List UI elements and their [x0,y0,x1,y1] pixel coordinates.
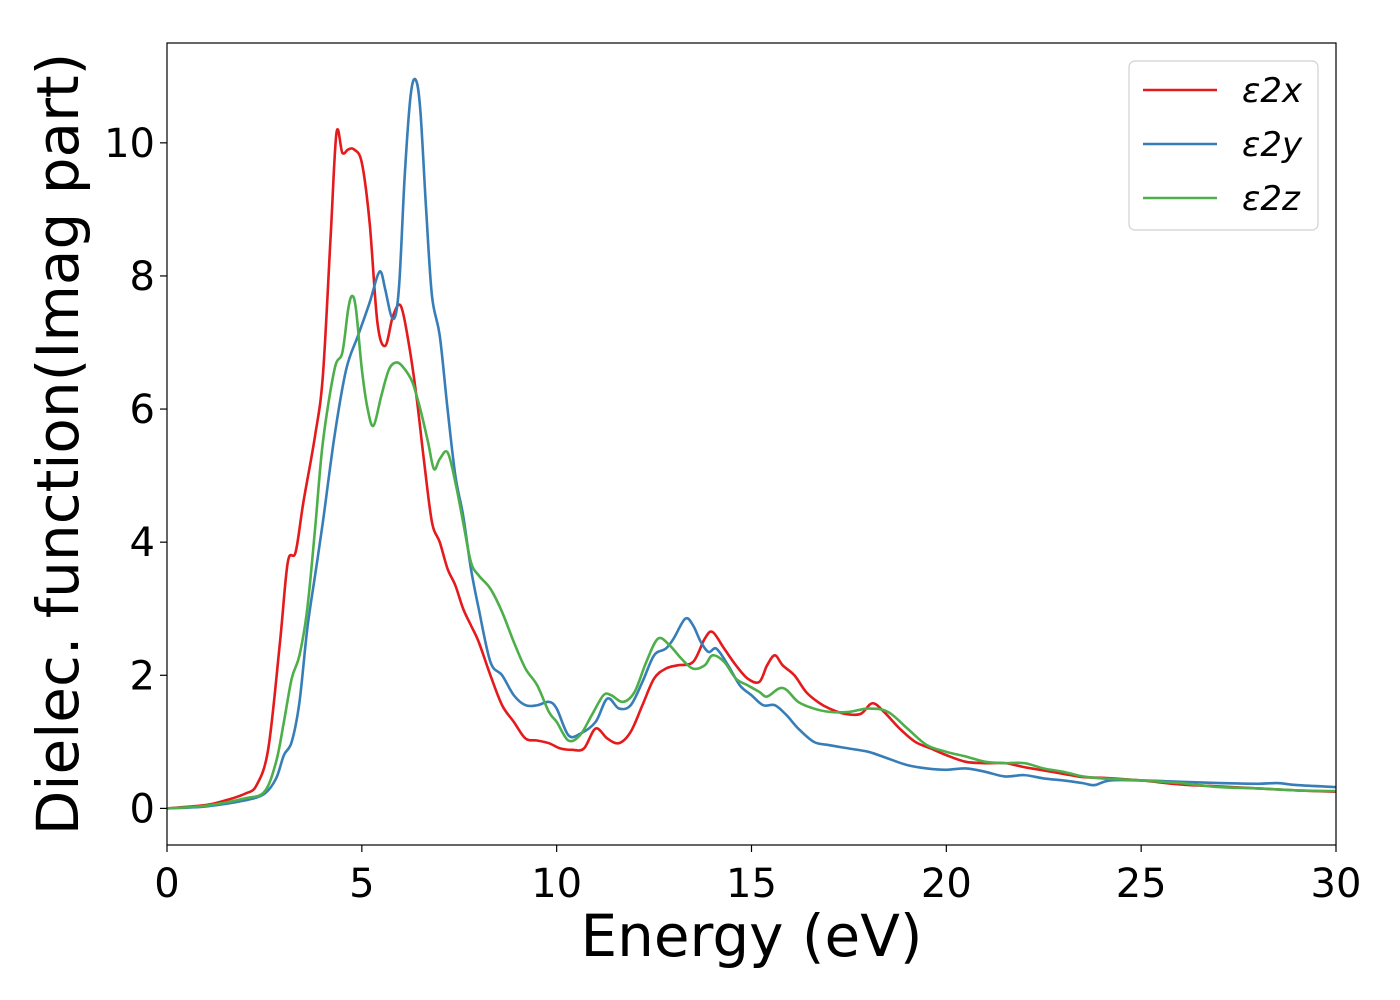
y-tick-label: 6 [130,387,155,433]
series-line-2y [167,77,1336,810]
x-tick-label: 20 [921,861,972,907]
legend-label: ε2z [1242,179,1301,219]
legend-box [1128,60,1319,231]
y-tick-label: 2 [130,653,155,699]
y-tick-label: 10 [104,121,155,167]
plot-lines [167,77,1336,810]
y-axis-title: Dielec. function(Imag part) [24,53,92,836]
legend-label: ε2y [1242,125,1303,165]
legend-label: ε2x [1242,71,1303,111]
legend: ε2x ε2y ε2z [1128,60,1319,231]
x-tick-label: 15 [726,861,777,907]
series-line-2z [167,294,1336,810]
x-tick-label: 25 [1116,861,1167,907]
x-tick-label: 0 [154,861,179,907]
y-axis: 0 2 4 6 8 10 [104,121,167,832]
x-tick-label: 30 [1311,861,1362,907]
x-axis-title: Energy (eV) [580,902,922,970]
x-tick-label: 5 [349,861,374,907]
y-tick-label: 4 [130,520,155,566]
series-line-2x [167,128,1336,810]
x-tick-label: 10 [531,861,582,907]
y-tick-label: 0 [130,786,155,832]
x-axis: 0 5 10 15 20 25 30 [154,845,1361,907]
y-tick-label: 8 [130,254,155,300]
